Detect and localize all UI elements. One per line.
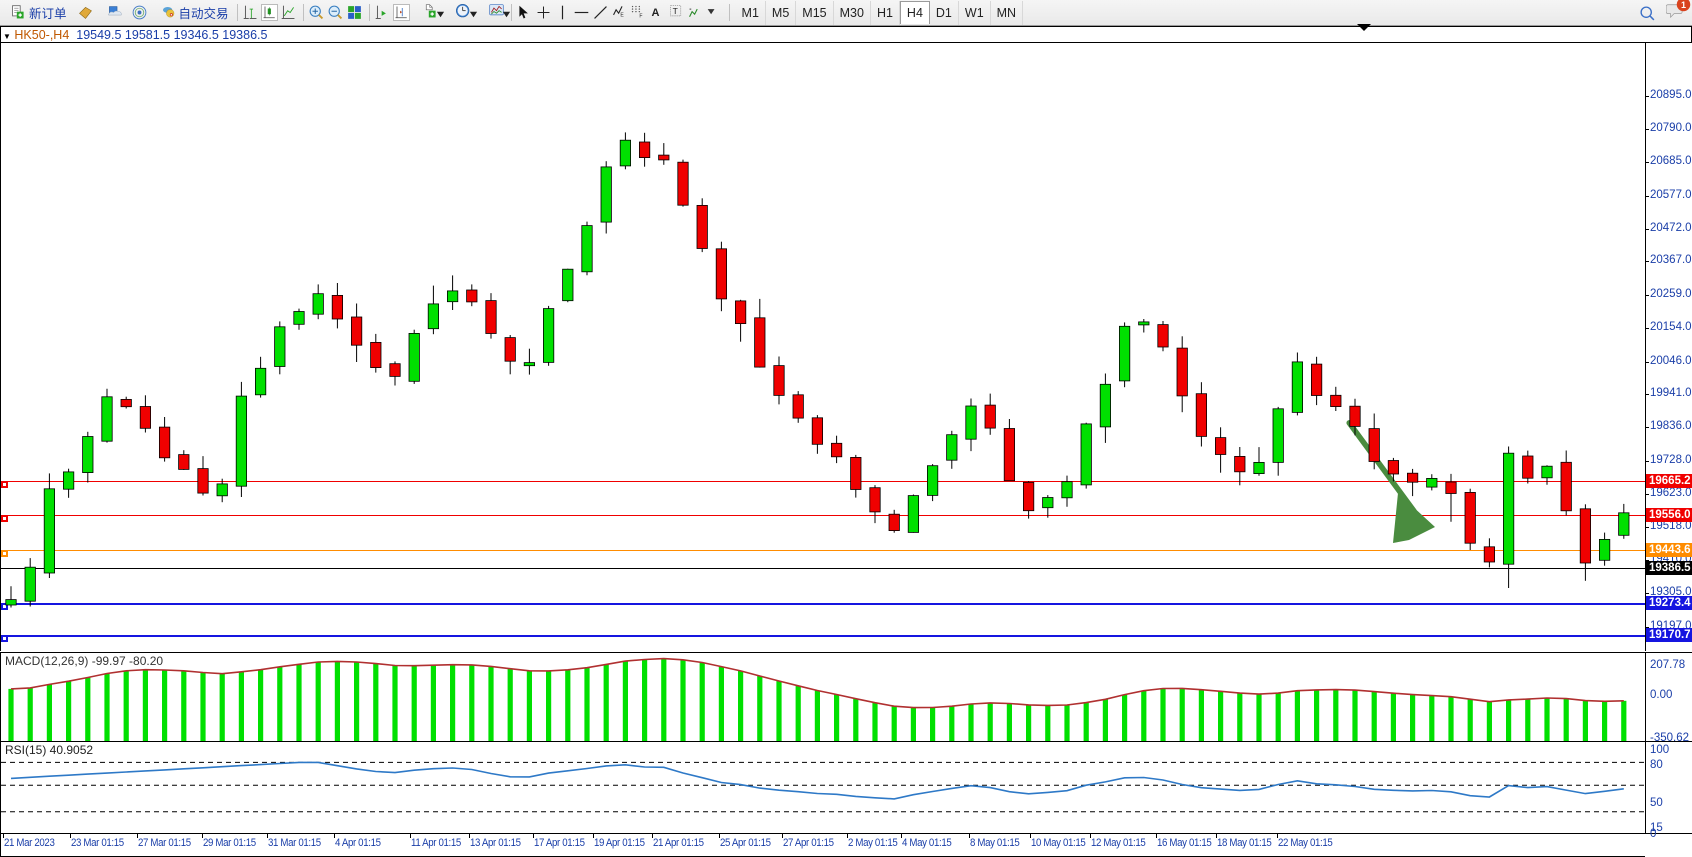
svg-text:A: A — [651, 7, 659, 19]
svg-text:1: 1 — [1681, 0, 1686, 9]
svg-text:F: F — [639, 14, 642, 20]
svg-text:E: E — [620, 12, 624, 18]
svg-text:T: T — [672, 6, 677, 16]
